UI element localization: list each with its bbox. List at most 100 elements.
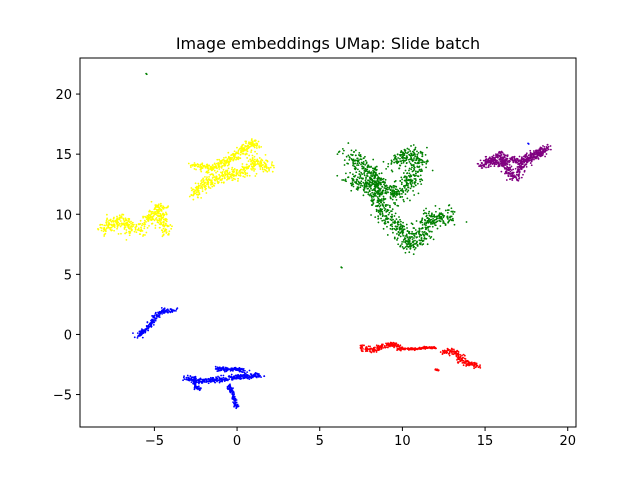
- data-point: [235, 369, 238, 371]
- data-point: [117, 233, 120, 235]
- data-point: [238, 171, 240, 174]
- data-point: [376, 205, 379, 207]
- data-point: [379, 208, 382, 210]
- data-point: [458, 358, 461, 361]
- data-point: [436, 227, 439, 230]
- data-point: [403, 148, 406, 151]
- data-point: [216, 167, 218, 170]
- data-point: [522, 166, 525, 168]
- data-point: [157, 203, 160, 206]
- data-point: [246, 174, 249, 177]
- data-point: [191, 376, 194, 379]
- data-point: [182, 376, 185, 379]
- data-point: [401, 246, 404, 248]
- data-point: [476, 162, 479, 165]
- data-point: [413, 237, 415, 239]
- data-point: [495, 154, 497, 157]
- data-point: [358, 181, 361, 184]
- data-point: [143, 221, 146, 224]
- data-point: [357, 187, 360, 189]
- data-point: [448, 352, 450, 355]
- data-point: [236, 172, 239, 175]
- data-point: [362, 157, 365, 160]
- data-point: [243, 148, 246, 151]
- data-point: [369, 348, 371, 351]
- data-point: [434, 224, 437, 227]
- data-point: [409, 179, 412, 182]
- data-point: [405, 233, 408, 236]
- data-point: [201, 167, 204, 170]
- data-point: [151, 210, 154, 213]
- data-point: [513, 174, 515, 177]
- data-point: [175, 309, 177, 312]
- data-point: [395, 344, 398, 346]
- data-point: [512, 168, 515, 171]
- data-point: [426, 216, 429, 219]
- data-point: [414, 232, 417, 235]
- data-point: [154, 218, 157, 220]
- data-point: [200, 378, 202, 381]
- data-point: [384, 187, 387, 190]
- data-point: [533, 158, 535, 161]
- data-point: [198, 381, 201, 383]
- data-point: [384, 185, 387, 188]
- data-point: [427, 212, 430, 215]
- data-point: [411, 348, 414, 351]
- data-point: [364, 159, 367, 162]
- data-point: [489, 165, 492, 168]
- data-point: [194, 182, 197, 185]
- data-point: [420, 168, 423, 171]
- data-point: [202, 177, 205, 180]
- x-axis-ticks: −5 0 5 10 15 20: [145, 427, 576, 449]
- data-point: [394, 196, 397, 198]
- data-point: [378, 172, 381, 175]
- data-point: [418, 230, 421, 233]
- data-point: [199, 185, 201, 187]
- data-point: [384, 208, 387, 210]
- data-point: [213, 184, 216, 187]
- data-point: [99, 226, 102, 229]
- data-point: [431, 225, 434, 228]
- data-point: [155, 212, 158, 215]
- data-point: [219, 369, 222, 372]
- data-point: [429, 237, 432, 239]
- data-point: [395, 185, 398, 188]
- data-point: [140, 331, 143, 334]
- data-point: [437, 369, 440, 372]
- data-point: [405, 242, 408, 245]
- data-point: [232, 158, 235, 161]
- data-point: [220, 380, 223, 382]
- data-point: [143, 227, 146, 230]
- data-point: [515, 171, 518, 174]
- data-point: [388, 186, 391, 189]
- data-point: [202, 165, 205, 168]
- data-point: [105, 220, 108, 222]
- data-point: [489, 161, 492, 164]
- data-point: [407, 186, 410, 189]
- data-point: [421, 179, 424, 182]
- data-point: [229, 175, 232, 178]
- data-point: [242, 168, 245, 171]
- data-point: [147, 329, 150, 332]
- data-point: [170, 308, 172, 311]
- data-point: [413, 148, 416, 151]
- data-point: [369, 194, 371, 197]
- data-point: [167, 233, 169, 236]
- data-point: [403, 238, 406, 241]
- data-point: [347, 142, 350, 144]
- data-point: [124, 219, 127, 222]
- data-point: [245, 145, 247, 148]
- data-point: [196, 196, 199, 199]
- data-point: [453, 223, 456, 226]
- data-point: [391, 213, 393, 216]
- data-point: [196, 163, 199, 165]
- data-point: [411, 182, 414, 184]
- data-point: [165, 211, 167, 214]
- data-point: [120, 222, 123, 225]
- data-point: [421, 217, 424, 220]
- data-point: [502, 165, 504, 168]
- data-point: [396, 160, 399, 162]
- data-point: [137, 227, 140, 230]
- data-point: [378, 202, 381, 205]
